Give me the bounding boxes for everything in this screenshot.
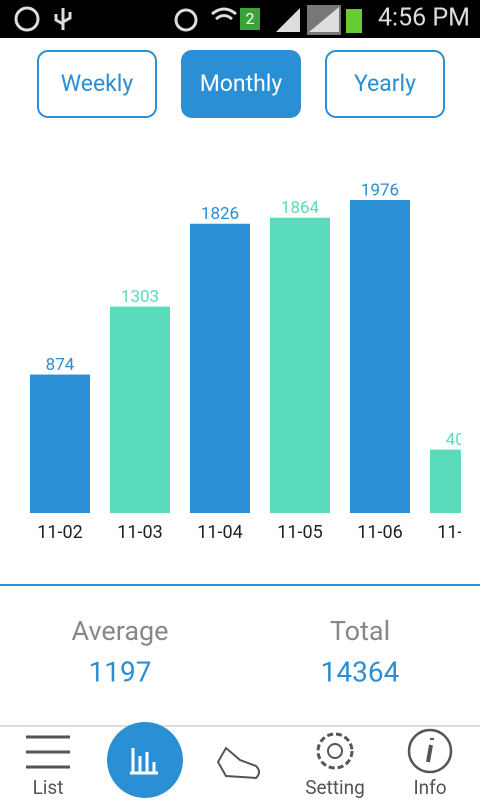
nav-label: List — [33, 776, 64, 799]
bar — [270, 217, 330, 513]
list-icon — [26, 735, 70, 769]
nav-chart[interactable] — [107, 722, 183, 798]
badge — [240, 8, 260, 30]
alarm-icon — [174, 8, 198, 32]
tab[interactable]: Weekly — [37, 50, 157, 118]
gear-icon — [316, 732, 354, 770]
nav-list[interactable]: List — [26, 735, 70, 799]
nav-setting[interactable]: Setting — [305, 732, 365, 799]
x-tick-label: 11-02 — [37, 522, 82, 543]
x-tick-label: 11-05 — [277, 522, 322, 543]
bar — [110, 306, 170, 513]
whatsapp-icon — [14, 6, 40, 32]
gear-hub — [327, 743, 343, 759]
tab[interactable]: Monthly — [181, 50, 301, 118]
wifi-icon — [211, 7, 237, 21]
nav-info[interactable]: Info — [407, 728, 453, 799]
x-tick-label: 11-03 — [117, 522, 162, 543]
nav-shoe[interactable] — [216, 746, 260, 780]
tab-box — [37, 50, 157, 118]
x-tick-label: 11-04 — [197, 522, 242, 543]
tab-label: Weekly — [61, 70, 134, 97]
chart-icon — [130, 748, 158, 775]
battery-icon — [346, 9, 362, 33]
x-tick-label: 11-06 — [357, 522, 402, 543]
info-i — [426, 738, 434, 763]
average-value: 1197 — [89, 655, 152, 688]
data-label: 1303 — [121, 287, 159, 307]
data-label: 874 — [46, 355, 75, 375]
shoe-icon — [216, 746, 260, 780]
usb-icon — [54, 8, 72, 30]
data-label: 1826 — [201, 204, 239, 224]
tab-label: Yearly — [354, 70, 416, 97]
bar — [350, 200, 410, 513]
signal-icon — [276, 8, 300, 32]
data-label: 400 — [446, 430, 475, 450]
signal-bars — [309, 7, 339, 32]
bar — [30, 374, 90, 513]
tab-group: Weekly Monthly Yearly — [37, 50, 445, 118]
data-label: 1976 — [361, 180, 399, 200]
total-label: Total — [330, 615, 390, 647]
clock: 4:56 PM — [378, 4, 470, 33]
total-value: 14364 — [321, 655, 400, 688]
bar-chart: 874 11-02 1303 11-03 1826 11-04 1864 11-05 1976 1… — [30, 180, 480, 543]
tab[interactable]: Yearly — [325, 50, 445, 118]
tab-box — [325, 50, 445, 118]
nav-label: Setting — [305, 776, 365, 799]
badge-text: 2 — [246, 9, 255, 28]
tab-label: Monthly — [200, 70, 283, 97]
info-icon — [407, 728, 453, 774]
bar — [190, 223, 250, 513]
data-label: 1864 — [281, 198, 320, 218]
bar — [430, 449, 461, 513]
tab-box — [181, 50, 301, 118]
average-label: Average — [72, 615, 169, 647]
nav-label: Info — [413, 776, 446, 799]
chart-button — [107, 722, 183, 798]
x-tick-label: 11-07 — [437, 522, 480, 543]
